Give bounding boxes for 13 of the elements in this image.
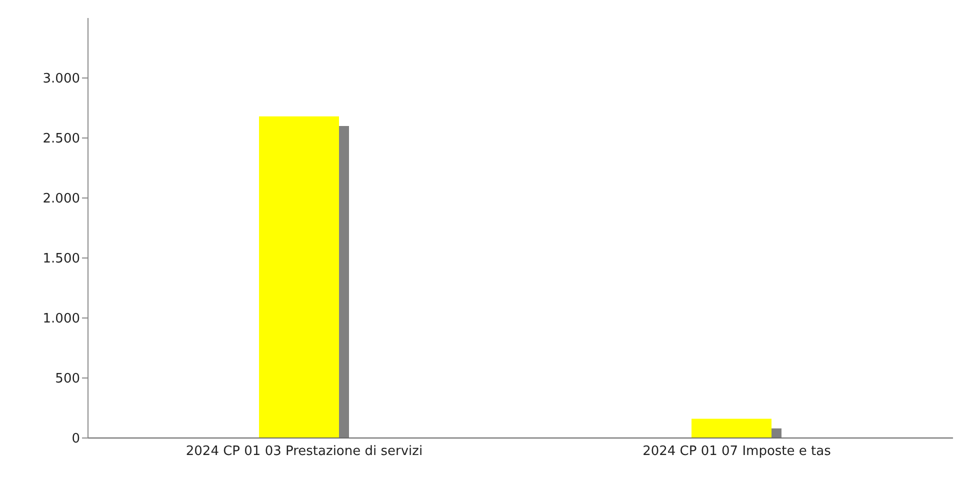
y-tick-label: 0 bbox=[72, 432, 80, 447]
y-tick-label: 500 bbox=[55, 372, 80, 387]
bar bbox=[259, 116, 339, 438]
y-tick-label: 1.500 bbox=[42, 252, 80, 267]
y-tick-label: 1.000 bbox=[42, 312, 80, 327]
bar bbox=[692, 418, 772, 438]
x-tick-label: 2024 CP 01 03 Prestazione di servizi bbox=[186, 444, 423, 460]
y-tick-label: 3.000 bbox=[42, 72, 80, 87]
y-tick-label: 2.500 bbox=[42, 132, 80, 147]
bar bbox=[772, 428, 782, 438]
y-tick-label: 2.000 bbox=[42, 192, 80, 207]
x-tick-label: 2024 CP 01 07 Imposte e tas bbox=[642, 444, 832, 460]
bar bbox=[339, 126, 349, 438]
